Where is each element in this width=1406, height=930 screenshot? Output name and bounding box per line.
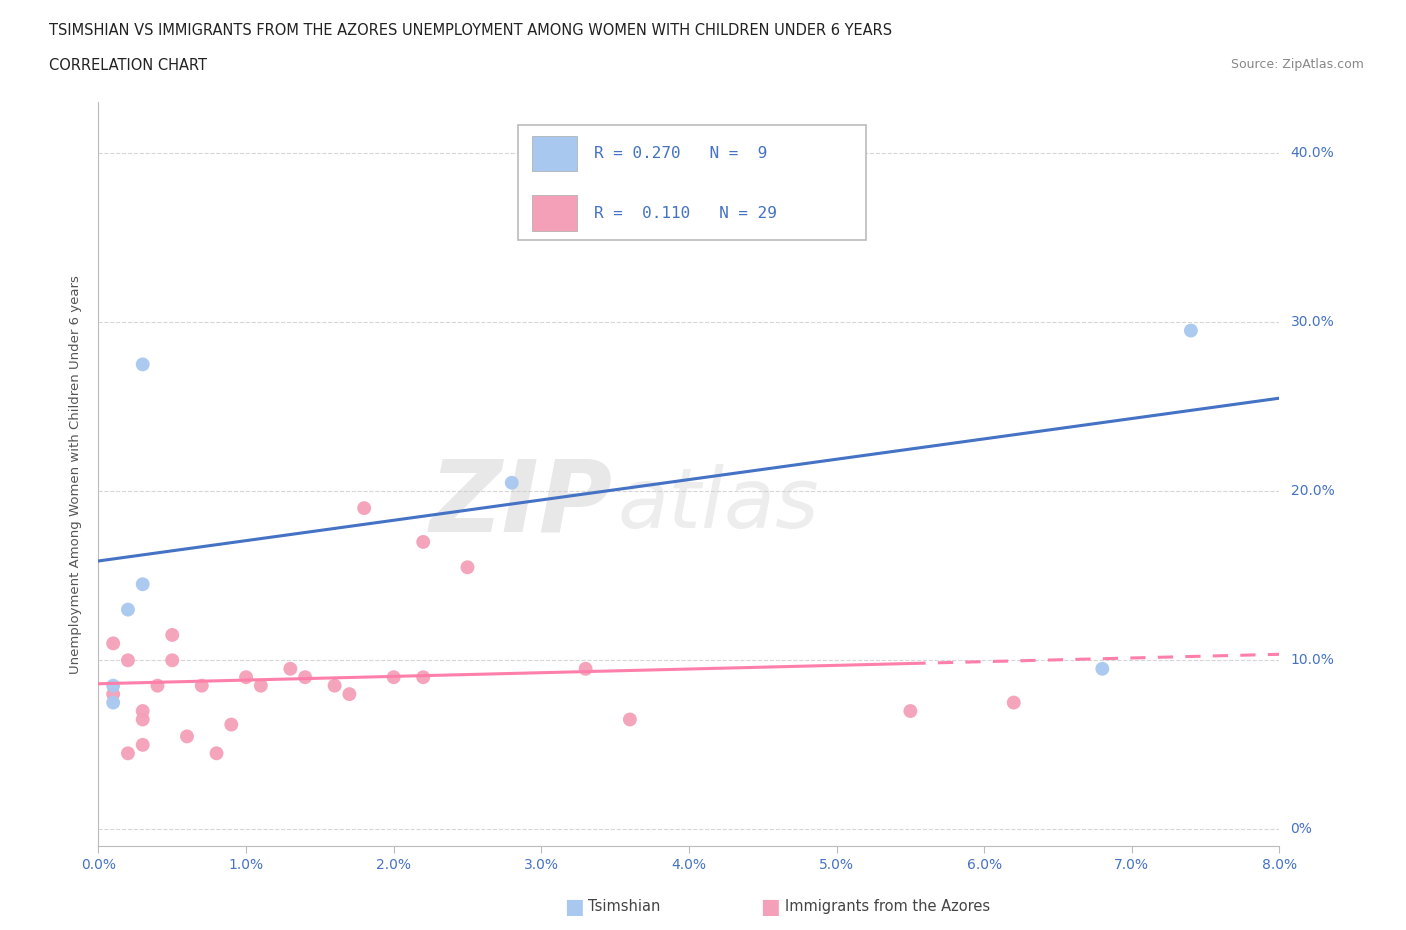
Point — [132, 737, 155, 752]
Point — [117, 602, 139, 617]
Point — [162, 628, 183, 643]
Point — [132, 577, 155, 591]
Point — [412, 535, 434, 550]
Point — [1091, 661, 1114, 676]
Text: atlas: atlas — [619, 463, 820, 545]
Point — [191, 678, 214, 693]
Text: 40.0%: 40.0% — [1291, 146, 1334, 160]
Point — [323, 678, 346, 693]
Point — [278, 661, 301, 676]
Point — [456, 560, 478, 575]
Point — [132, 704, 155, 719]
Point — [176, 729, 198, 744]
Point — [619, 712, 641, 727]
Point — [103, 678, 124, 693]
Text: Source: ZipAtlas.com: Source: ZipAtlas.com — [1230, 58, 1364, 71]
Text: 10.0%: 10.0% — [1291, 653, 1334, 668]
Text: ZIP: ZIP — [429, 456, 612, 552]
Bar — [531, 195, 576, 231]
Point — [250, 678, 273, 693]
Text: 30.0%: 30.0% — [1291, 315, 1334, 329]
FancyBboxPatch shape — [517, 125, 866, 240]
Point — [501, 475, 523, 490]
Point — [117, 746, 139, 761]
Point — [382, 670, 405, 684]
Point — [574, 179, 596, 194]
Point — [103, 636, 124, 651]
Point — [1002, 695, 1025, 710]
Point — [219, 717, 242, 732]
Point — [132, 357, 155, 372]
Point — [146, 678, 169, 693]
Text: ■: ■ — [564, 897, 583, 917]
Text: CORRELATION CHART: CORRELATION CHART — [49, 58, 207, 73]
Text: R =  0.110   N = 29: R = 0.110 N = 29 — [595, 206, 778, 220]
Text: Immigrants from the Azores: Immigrants from the Azores — [785, 899, 990, 914]
Text: 20.0%: 20.0% — [1291, 485, 1334, 498]
Text: 0%: 0% — [1291, 822, 1312, 836]
Point — [412, 670, 434, 684]
Point — [103, 686, 124, 701]
Point — [132, 712, 155, 727]
Y-axis label: Unemployment Among Women with Children Under 6 years: Unemployment Among Women with Children U… — [69, 275, 83, 673]
Point — [898, 704, 921, 719]
Point — [103, 695, 124, 710]
Text: ■: ■ — [761, 897, 780, 917]
Point — [574, 661, 596, 676]
Text: Tsimshian: Tsimshian — [588, 899, 659, 914]
Text: R = 0.270   N =  9: R = 0.270 N = 9 — [595, 146, 768, 161]
Point — [1180, 323, 1202, 338]
Text: TSIMSHIAN VS IMMIGRANTS FROM THE AZORES UNEMPLOYMENT AMONG WOMEN WITH CHILDREN U: TSIMSHIAN VS IMMIGRANTS FROM THE AZORES … — [49, 23, 893, 38]
Point — [235, 670, 257, 684]
Bar — [531, 136, 576, 171]
Point — [294, 670, 316, 684]
Point — [353, 500, 375, 515]
Point — [205, 746, 228, 761]
Point — [117, 653, 139, 668]
Point — [337, 686, 360, 701]
Point — [162, 653, 183, 668]
